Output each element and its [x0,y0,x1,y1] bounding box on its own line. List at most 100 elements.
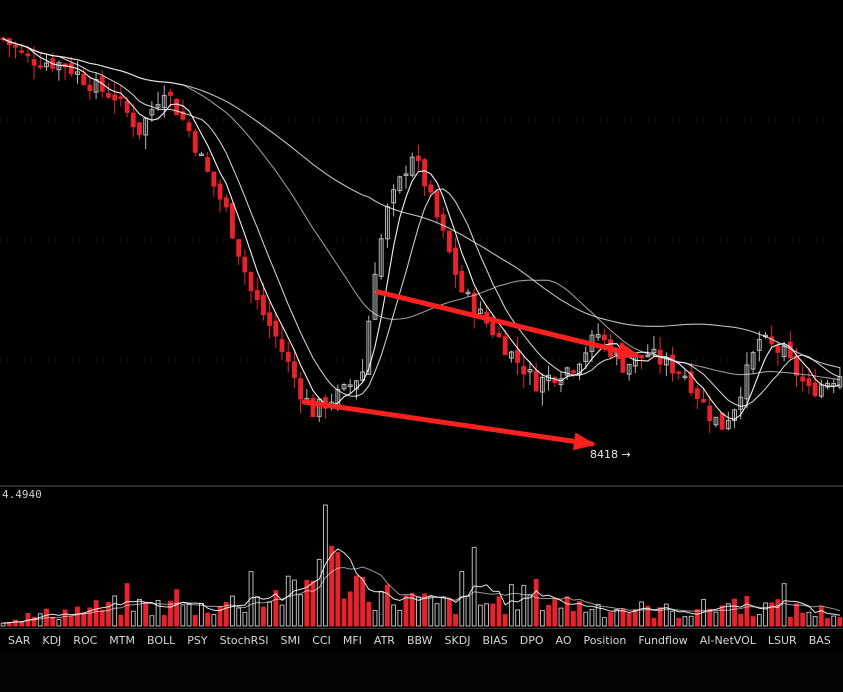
candle-body [446,230,452,253]
volume-bar [775,599,781,627]
volume-bar [626,613,632,627]
indicator-tab-bas[interactable]: BAS [808,633,831,647]
candle-body [81,73,87,85]
volume-bars [0,504,843,627]
candle-body [192,131,198,153]
indicator-tab-bias[interactable]: BIAS [482,633,508,647]
candle-body [477,308,483,314]
indicator-tab-roc[interactable]: ROC [73,633,98,647]
volume-bar [353,575,359,627]
candle-body [490,322,496,336]
candle-body [440,214,446,231]
candle-body [168,91,173,96]
volume-bar [0,622,6,627]
volume-bar [546,604,551,627]
candle-body [496,332,502,338]
volume-bar [682,616,688,627]
indicator-tab-bbw[interactable]: BBW [406,633,433,647]
volume-bar [261,606,266,627]
candle-body [68,63,74,75]
volume-bar [502,614,508,627]
volume-bar [756,614,762,627]
volume-bar [186,603,192,627]
volume-bar [211,614,217,627]
indicator-tab-sar[interactable]: SAR [8,633,31,647]
ma-line-30 [2,38,840,381]
volume-bar [316,558,322,627]
volume-bar [75,606,80,627]
candle-body [583,352,589,363]
candle-body [130,112,136,128]
indicator-tab-atr[interactable]: ATR [373,633,395,647]
volume-bar [19,621,25,627]
volume-bar [93,600,99,627]
volume-bar [496,596,502,627]
volume-bar [477,604,483,627]
price-chart[interactable]: 8418 → 4.4940 [0,0,843,650]
indicator-tab-boll[interactable]: BOLL [146,633,176,647]
volume-ma-lines [3,548,841,624]
volume-bar [769,602,775,627]
volume-bar [422,593,428,627]
volume-bar [738,613,744,627]
volume-bar [37,613,43,627]
indicator-tab-psy[interactable]: PSY [187,633,208,647]
indicator-tab-ao[interactable]: AO [555,633,572,647]
volume-bar [794,603,799,627]
indicator-tab-dpo[interactable]: DPO [519,633,544,647]
indicator-tab-ai-netvol[interactable]: AI-NetVOL [699,633,756,647]
volume-bar [81,612,87,627]
candle-body [471,292,477,315]
candle-body [626,363,632,375]
indicator-tab-smi[interactable]: SMI [280,633,301,647]
volume-bar [397,609,403,627]
indicator-tab-mfi[interactable]: MFI [342,633,362,647]
volume-bar [484,603,490,627]
candle-body [56,62,62,71]
candle-body [112,94,118,101]
volume-bar [583,611,589,627]
volume-bar [236,607,242,627]
volume-bar [688,615,694,627]
candle-body [180,111,186,120]
indicator-tab-skdj[interactable]: SKDJ [444,633,471,647]
candle-body [37,65,43,68]
volume-bar [68,616,74,627]
volume-bar [465,595,471,627]
volume-bar [137,598,142,627]
volume-bar [651,617,657,627]
ma-line-5 [2,38,841,420]
candle-body [570,370,576,374]
volume-bar [521,584,527,627]
indicator-tab-kdj[interactable]: KDJ [42,633,62,647]
volume-bar [694,609,700,627]
candle-body [124,100,130,113]
volume-bar [787,616,793,627]
volume-bar [279,604,285,627]
indicator-tab-stochrsi[interactable]: StochRSI [219,633,269,647]
volume-bar [490,603,496,627]
indicator-tab-fundflow[interactable]: Fundflow [638,633,688,647]
indicator-tab-mtm[interactable]: MTM [109,633,135,647]
candle-body [372,273,378,320]
candle-body [415,155,421,161]
moving-average-lines [2,38,841,420]
candle-body [775,345,781,353]
candle-body [403,173,409,176]
volume-bar [118,614,124,627]
volume-bar [168,600,173,627]
volume-bar [725,603,731,627]
candle-body [670,354,675,374]
candle-body [391,189,397,204]
candle-body [701,398,706,403]
volume-bar [217,605,223,627]
indicator-tab-cci[interactable]: CCI [312,633,331,647]
indicator-tab-position[interactable]: Position [583,633,627,647]
candle-body [223,197,229,208]
volume-bar [670,610,675,627]
candle-body [161,95,167,109]
candle-body [409,156,415,176]
indicator-tab-lsur[interactable]: LSUR [767,633,797,647]
candle-body [564,367,570,376]
volume-bar [323,504,328,627]
